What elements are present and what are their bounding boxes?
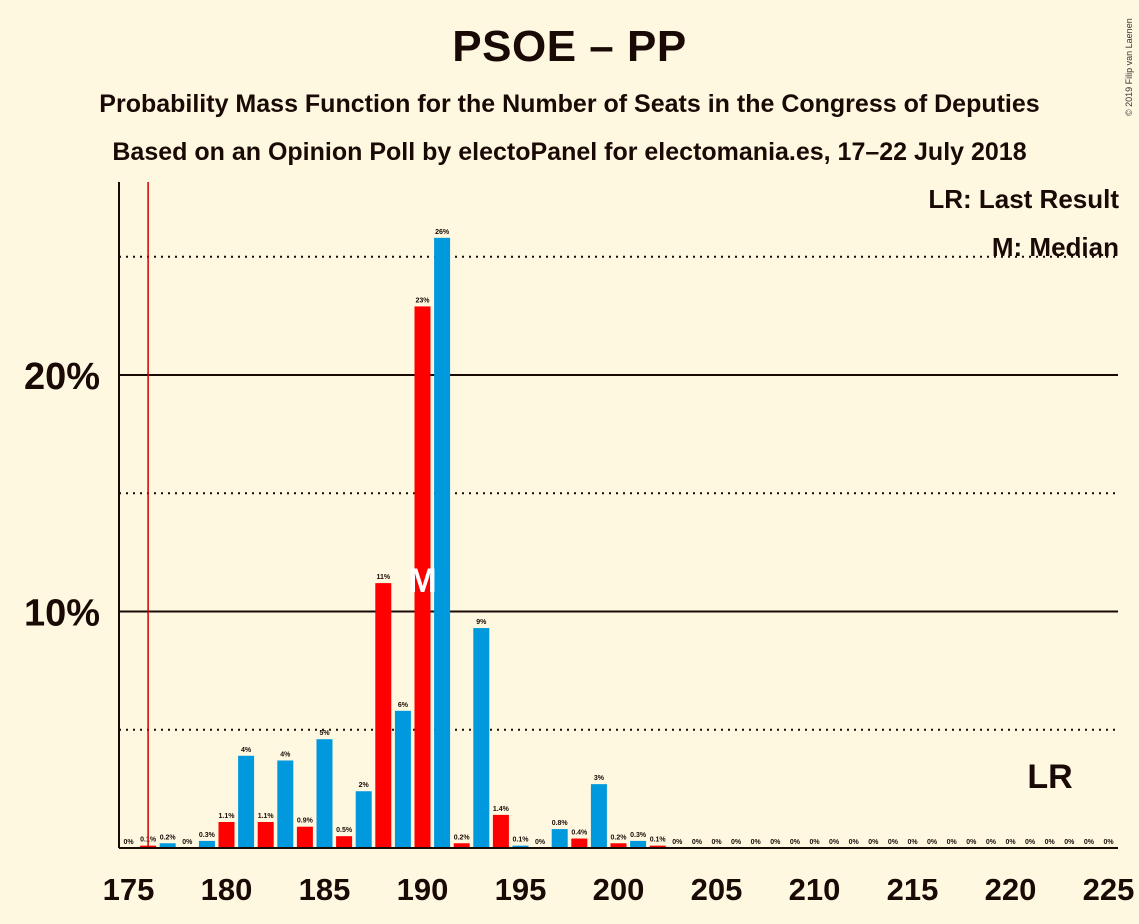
bar-value-label: 0% (1045, 839, 1056, 846)
bar-value-label: 1.1% (258, 813, 275, 820)
bar-value-label: 0.1% (513, 837, 530, 844)
bar-value-label: 0% (535, 839, 546, 846)
x-tick-label: 195 (495, 872, 547, 907)
bar-seat-188 (375, 583, 392, 848)
bar-seat-185 (316, 739, 333, 848)
bar-value-label: 4% (241, 747, 252, 754)
bar-seat-189 (394, 710, 411, 848)
bar-value-label: 0% (947, 839, 958, 846)
bar-value-label: 0% (790, 839, 801, 846)
bar-seat-183 (277, 760, 294, 848)
bar-value-label: 1.1% (219, 813, 236, 820)
x-tick-label: 175 (103, 872, 155, 907)
bar-value-label: 0% (907, 839, 918, 846)
bar-value-label: 0.4% (571, 830, 588, 837)
bar-value-label: 0% (1025, 839, 1036, 846)
bar-seat-182 (257, 821, 274, 848)
bar-value-label: 0% (1064, 839, 1075, 846)
y-tick-label: 10% (24, 593, 100, 635)
median-marker: M (408, 562, 436, 600)
bar-value-label: 0% (849, 839, 860, 846)
bar-value-label: 0% (829, 839, 840, 846)
bar-value-label: 3% (594, 775, 605, 782)
bar-value-label: 23% (415, 297, 430, 304)
bar-value-label: 0% (809, 839, 820, 846)
bar-value-label: 2% (359, 782, 370, 789)
bar-seat-194 (492, 814, 509, 848)
bar-seat-198 (571, 838, 588, 848)
last-result-label: LR (1027, 758, 1072, 796)
bar-value-label: 0.3% (199, 832, 216, 839)
x-tick-label: 205 (691, 872, 743, 907)
bar-seat-184 (296, 826, 313, 848)
y-tick-label: 20% (24, 356, 100, 398)
chart-source: Based on an Opinion Poll by electoPanel … (112, 138, 1027, 166)
legend-median: M: Median (991, 232, 1119, 262)
bar-value-label: 0.1% (650, 837, 667, 844)
bar-value-label: 0% (966, 839, 977, 846)
legend-last-result: LR: Last Result (928, 184, 1119, 214)
bar-seat-200 (610, 843, 627, 848)
bar-seat-195 (512, 845, 529, 848)
bar-value-label: 0% (672, 839, 683, 846)
bar-seat-202 (649, 845, 666, 848)
bar-value-label: 0.3% (630, 832, 647, 839)
bar-seat-190 (414, 306, 431, 848)
bar-value-label: 0% (1005, 839, 1016, 846)
bar-value-label: 0.2% (454, 834, 471, 841)
bar-value-label: 0% (770, 839, 781, 846)
bar-value-label: 0.2% (611, 834, 628, 841)
bar-value-label: 0.5% (336, 827, 353, 834)
x-tick-label: 180 (201, 872, 253, 907)
bar-value-label: 26% (435, 229, 450, 236)
bar-value-label: 0% (123, 839, 134, 846)
bar-seat-187 (355, 791, 372, 848)
bar-value-label: 4% (280, 751, 291, 758)
bar-value-label: 5% (319, 730, 330, 737)
bar-seat-177 (159, 843, 176, 848)
bar-value-label: 0% (1103, 839, 1114, 846)
bar-seat-179 (198, 840, 215, 848)
bar-value-label: 0% (1084, 839, 1095, 846)
chart-title: PSOE – PP (452, 22, 687, 71)
x-tick-label: 220 (985, 872, 1037, 907)
bar-value-label: 6% (398, 702, 409, 709)
bar-value-label: 11% (376, 574, 390, 581)
bar-value-label: 0.8% (552, 820, 569, 827)
bar-value-label: 1.4% (493, 806, 510, 813)
bar-seat-193 (473, 628, 490, 848)
bar-value-label: 0% (927, 839, 938, 846)
bar-value-label: 0% (888, 839, 899, 846)
bar-value-label: 0% (986, 839, 997, 846)
bar-value-label: 0% (711, 839, 722, 846)
bar-seat-191 (434, 237, 451, 848)
bar-seat-181 (238, 755, 255, 848)
x-tick-label: 215 (887, 872, 939, 907)
bar-seat-197 (551, 829, 568, 848)
bar-value-label: 0.9% (297, 818, 314, 825)
x-tick-label: 225 (1083, 872, 1135, 907)
bar-value-label: 0% (868, 839, 879, 846)
x-tick-label: 190 (397, 872, 449, 907)
bar-value-label: 0.2% (160, 834, 177, 841)
bar-value-label: 9% (476, 619, 487, 626)
bar-seat-192 (453, 843, 470, 848)
bar-seat-186 (336, 836, 353, 848)
bar-value-label: 0% (731, 839, 742, 846)
x-tick-label: 200 (593, 872, 645, 907)
bar-value-label: 0% (692, 839, 703, 846)
bar-seat-180 (218, 821, 235, 848)
bar-value-label: 0% (751, 839, 762, 846)
chart-subtitle: Probability Mass Function for the Number… (99, 90, 1040, 118)
x-tick-label: 185 (299, 872, 351, 907)
bar-value-label: 0% (182, 839, 193, 846)
bar-seat-201 (630, 840, 647, 848)
x-tick-label: 210 (789, 872, 841, 907)
bar-seat-199 (590, 784, 607, 848)
